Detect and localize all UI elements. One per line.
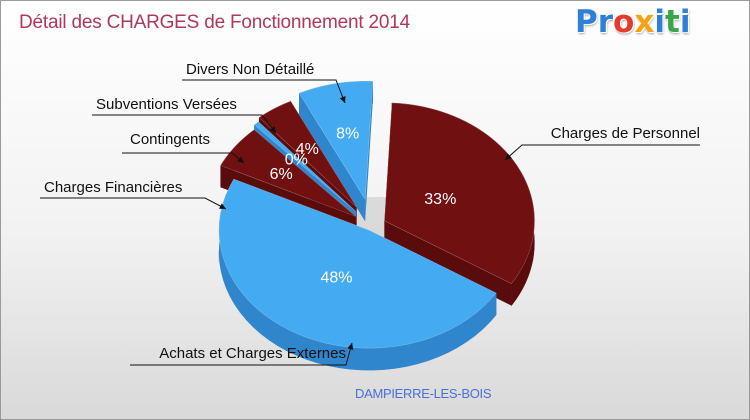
- slice-category-label: Achats et Charges Externes: [159, 345, 346, 362]
- logo-letter: x: [634, 4, 655, 40]
- leader-line: [40, 197, 227, 210]
- slice-percent-label: 33%: [424, 191, 456, 208]
- pie-slice: [298, 81, 373, 201]
- logo-letter: i: [654, 4, 665, 40]
- leader-line: [182, 79, 346, 104]
- pie-slice: [220, 129, 357, 217]
- pie-slice-wall: [365, 81, 373, 222]
- slice-percent-label: 6%: [270, 166, 293, 183]
- logo-letter: t: [664, 4, 680, 40]
- leader-line: [92, 114, 277, 134]
- proxiti-logo: Proxiti: [575, 4, 690, 40]
- slice-percent-label: 48%: [320, 270, 352, 287]
- logo-letter: P: [575, 4, 598, 40]
- pie-slice: [258, 100, 357, 208]
- leader-arrow: [237, 156, 244, 163]
- slice-category-label: Charges de Personnel: [551, 125, 700, 142]
- leader-arrow: [505, 153, 512, 160]
- leader-arrow: [339, 96, 346, 103]
- leader-arrow: [269, 126, 276, 133]
- logo-letter: r: [597, 4, 614, 40]
- logo-letter: i: [679, 4, 691, 40]
- leader-line: [130, 342, 353, 366]
- slice-percent-label: 4%: [296, 141, 319, 158]
- city-name: DAMPIERRE-LES-BOIS: [355, 386, 492, 401]
- chart-title: Détail des CHARGES de Fonctionnement 201…: [19, 12, 411, 33]
- slice-category-label: Charges Financières: [44, 179, 182, 196]
- slice-percent-label: 8%: [336, 125, 359, 142]
- pie-slice: [384, 102, 535, 284]
- leader-arrow: [347, 343, 354, 350]
- pie-slice: [253, 121, 357, 212]
- slice-category-label: Divers Non Détaillé: [186, 61, 314, 78]
- logo-letter: o: [613, 4, 635, 40]
- slice-category-label: Contingents: [130, 131, 210, 148]
- pie-slice-wall: [384, 220, 512, 306]
- leader-arrow: [219, 203, 226, 209]
- pie-slice-wall: [299, 93, 366, 222]
- leader-line: [504, 144, 700, 161]
- slice-percent-label: 0%: [285, 152, 308, 169]
- pie-slice: [218, 178, 497, 349]
- slice-category-label: Subventions Versées: [96, 96, 237, 113]
